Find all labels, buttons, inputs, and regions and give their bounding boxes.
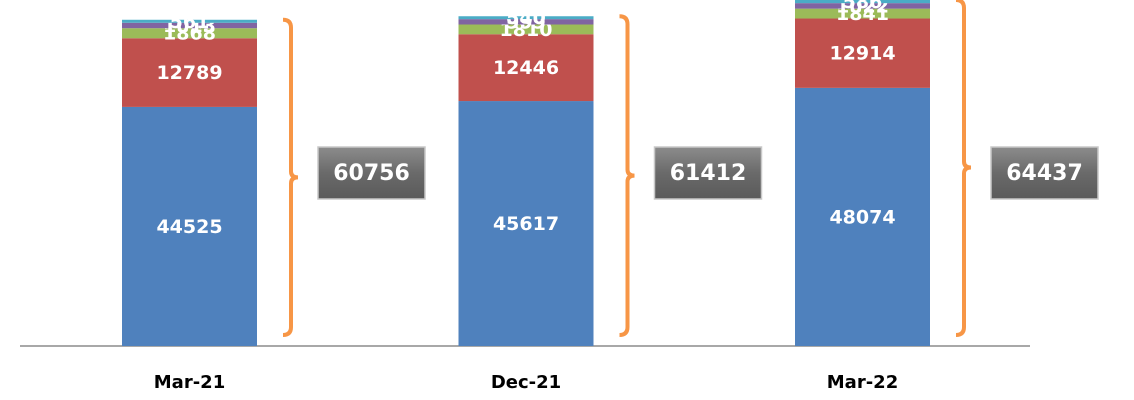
segment-label: 12789 xyxy=(156,62,222,84)
bar-segment xyxy=(122,19,257,23)
bar-segment xyxy=(458,19,594,25)
segment-label: 1022 xyxy=(836,0,889,17)
bar-segment xyxy=(122,22,257,29)
total-box xyxy=(653,146,763,200)
total-box xyxy=(990,146,1099,200)
brace xyxy=(955,0,972,337)
x-tick-label: Dec-21 xyxy=(491,372,561,393)
bar-segment xyxy=(795,0,930,4)
segment-label: 586 xyxy=(843,0,883,13)
bar-segment xyxy=(458,24,594,35)
x-tick-label: Mar-22 xyxy=(827,372,898,393)
bar-segment xyxy=(122,38,257,107)
bar-segment xyxy=(795,87,930,346)
segment-label: 12446 xyxy=(493,57,559,79)
x-tick-label: Mar-21 xyxy=(154,372,225,393)
segment-label: 48074 xyxy=(829,206,895,228)
bar-segment xyxy=(795,8,930,19)
bar-segment xyxy=(122,28,257,39)
segment-label: 45617 xyxy=(493,213,559,235)
bar-segment xyxy=(795,18,930,88)
segment-label: 540 xyxy=(506,7,546,29)
segment-label: 561 xyxy=(170,11,210,33)
brace xyxy=(619,14,635,337)
total-label: 61412 xyxy=(670,161,747,186)
segment-label: 44525 xyxy=(156,216,222,238)
bar-segment xyxy=(458,101,594,346)
total-label: 60756 xyxy=(333,161,410,186)
total-box xyxy=(317,146,426,200)
bar-segment xyxy=(458,34,594,102)
total-label: 64437 xyxy=(1006,161,1083,186)
bar-segment xyxy=(458,16,594,20)
segment-label: 1868 xyxy=(163,23,216,45)
bar-segment xyxy=(122,106,257,346)
bar-segment xyxy=(795,3,930,9)
segment-label: 12914 xyxy=(829,43,895,65)
brace xyxy=(282,17,299,337)
